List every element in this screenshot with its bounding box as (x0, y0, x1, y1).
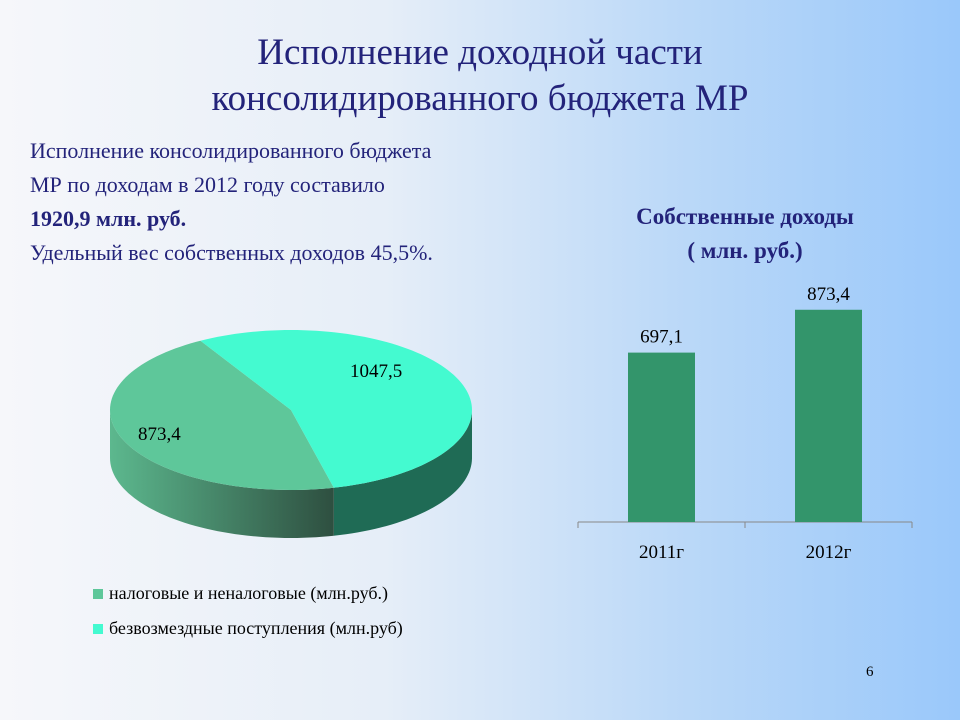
slide-title: Исполнение доходной части консолидирован… (0, 30, 960, 122)
pie-label-tax: 873,4 (138, 424, 181, 445)
legend-label: налоговые и неналоговые (млн.руб.) (109, 583, 388, 603)
legend-swatch (93, 588, 103, 599)
title-line-2: консолидированного бюджета МР (211, 78, 749, 119)
pie-slice-tax (110, 340, 334, 490)
summary-line-4: Удельный вес собственных доходов 45,5%. (30, 240, 433, 265)
title-line-1: Исполнение доходной части (257, 32, 703, 73)
pie-slice-grants (200, 330, 472, 488)
bar-value-label: 873,4 (807, 284, 850, 305)
legend-item-tax: налоговые и неналоговые (млн.руб.) (93, 583, 388, 604)
legend-swatch (93, 623, 103, 634)
page-number: 6 (866, 664, 874, 680)
bar-chart: 697,1 2011г 873,4 2012г (577, 284, 913, 563)
bar-value-label: 697,1 (640, 327, 683, 348)
summary-line-1: Исполнение консолидированного бюджета (30, 138, 432, 163)
bar-title-line-2: ( млн. руб.) (687, 238, 803, 263)
bar-title-line-1: Собственные доходы (636, 204, 854, 229)
bar-2011г (628, 352, 695, 522)
x-tick-label: 2012г (806, 542, 852, 563)
summary-text: Исполнение консолидированного бюджета МР… (30, 134, 433, 270)
pie-side-tax (110, 410, 334, 538)
summary-line-2: МР по доходам в 2012 году составило (30, 172, 385, 197)
pie-label-grants: 1047,5 (350, 361, 402, 382)
x-tick-label: 2011г (639, 542, 684, 563)
pie-chart: 873,4 1047,5 (110, 330, 472, 538)
bar-chart-title: Собственные доходы ( млн. руб.) (590, 200, 900, 268)
pie-side-grants (333, 410, 472, 536)
bar-2012г (795, 309, 862, 522)
legend-item-grants: безвозмездные поступления (млн.руб) (93, 618, 403, 639)
summary-total: 1920,9 млн. руб. (30, 206, 187, 231)
legend-label: безвозмездные поступления (млн.руб) (109, 618, 403, 638)
